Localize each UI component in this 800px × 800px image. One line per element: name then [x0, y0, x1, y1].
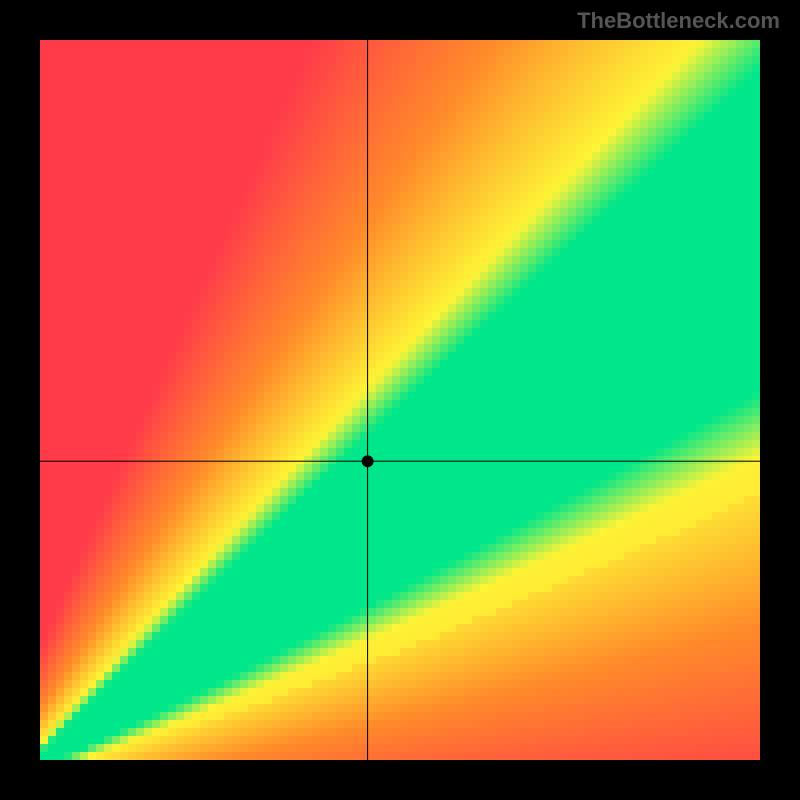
heatmap-canvas	[40, 40, 760, 760]
watermark-text: TheBottleneck.com	[577, 8, 780, 34]
plot-area	[40, 40, 760, 760]
chart-container: TheBottleneck.com	[0, 0, 800, 800]
